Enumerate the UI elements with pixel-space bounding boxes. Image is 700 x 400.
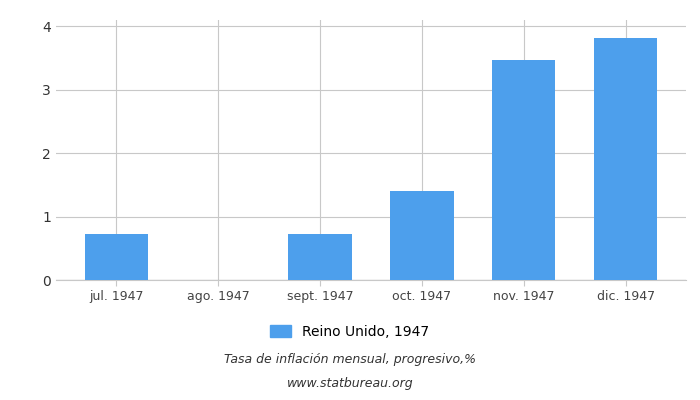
Bar bbox=[85, 234, 148, 280]
Text: www.statbureau.org: www.statbureau.org bbox=[287, 378, 413, 390]
Bar bbox=[594, 38, 657, 280]
Bar bbox=[391, 191, 454, 280]
Legend: Reino Unido, 1947: Reino Unido, 1947 bbox=[265, 319, 435, 344]
Text: Tasa de inflación mensual, progresivo,%: Tasa de inflación mensual, progresivo,% bbox=[224, 354, 476, 366]
Bar bbox=[492, 60, 556, 280]
Bar bbox=[288, 234, 351, 280]
